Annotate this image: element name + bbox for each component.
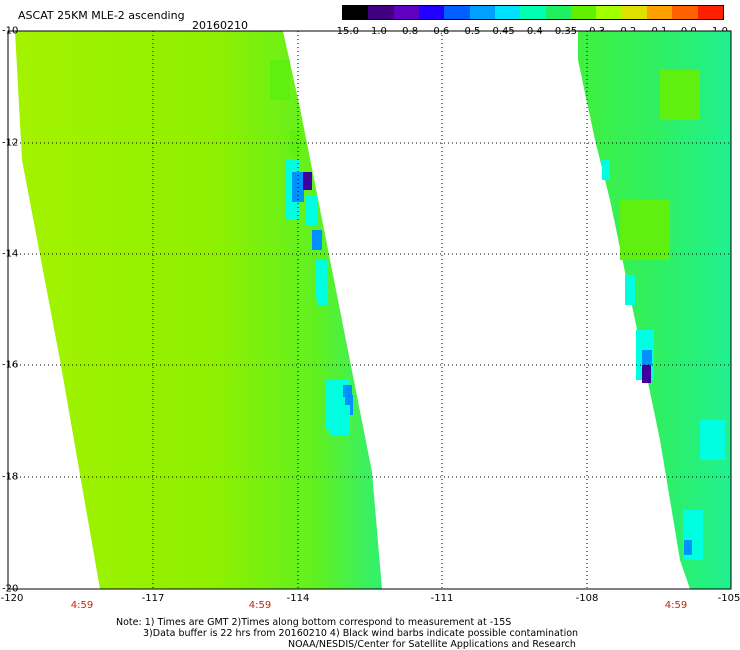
data-patch <box>620 200 670 260</box>
latitude-tick-label: -12 <box>2 137 19 149</box>
data-patch <box>343 385 352 397</box>
product-date: 20160210 <box>192 19 248 32</box>
latitude-tick-label: -14 <box>2 248 19 260</box>
data-patch <box>642 350 652 365</box>
colorbar-swatch <box>520 6 546 19</box>
colorbar <box>342 5 724 20</box>
data-patch <box>684 540 692 555</box>
latitude-tick-label: -18 <box>2 471 19 483</box>
longitude-tick-label: -114 <box>286 593 310 604</box>
latitude-tick-label: -16 <box>2 359 19 371</box>
data-patch <box>625 275 635 305</box>
colorbar-swatch <box>418 6 445 19</box>
colorbar-swatch <box>596 6 622 19</box>
colorbar-swatch <box>393 6 419 19</box>
pass-time-label: 4:59 <box>70 600 94 611</box>
data-patch <box>305 195 317 225</box>
colorbar-swatch <box>646 6 673 19</box>
swath-west <box>15 31 382 589</box>
data-patch <box>330 405 350 435</box>
data-patch <box>270 60 290 100</box>
latitude-tick-label: -20 <box>2 583 19 595</box>
note-line-1: Note: 1) Times are GMT 2)Times along bot… <box>116 617 512 628</box>
map-frame <box>7 30 732 590</box>
data-patch <box>318 285 328 305</box>
colorbar-swatch <box>697 6 723 19</box>
colorbar-swatch <box>494 6 521 19</box>
product-title: ASCAT 25KM MLE-2 ascending <box>18 9 185 22</box>
data-patch <box>642 365 651 383</box>
colorbar-swatch <box>621 6 647 19</box>
colorbar-swatch <box>469 6 495 19</box>
swath-east <box>578 31 731 589</box>
data-patch <box>602 160 610 180</box>
note-line-2: 3)Data buffer is 22 hrs from 20160210 4)… <box>143 628 579 639</box>
colorbar-swatch <box>570 6 597 19</box>
colorbar-swatch <box>672 6 698 19</box>
data-patch <box>660 70 700 120</box>
latitude-tick-label: -10 <box>2 25 19 37</box>
pass-time-label: 4:59 <box>248 600 272 611</box>
longitude-tick-label: -108 <box>575 593 599 604</box>
graticule <box>8 31 731 589</box>
colorbar-swatch <box>368 6 394 19</box>
data-patch <box>303 172 312 190</box>
longitude-tick-label: -111 <box>430 593 454 604</box>
pass-time-label: 4:59 <box>664 600 688 611</box>
longitude-tick-label: -120 <box>0 593 24 604</box>
note-line-3: NOAA/NESDIS/Center for Satellite Applica… <box>288 639 576 650</box>
swath-layer <box>15 31 731 589</box>
longitude-tick-label: -117 <box>141 593 165 604</box>
data-patch <box>312 230 322 250</box>
colorbar-swatch <box>444 6 470 19</box>
colorbar-swatch <box>545 6 571 19</box>
colorbar-swatch <box>343 6 369 19</box>
data-patch <box>700 420 725 460</box>
longitude-tick-label: -105 <box>717 593 740 604</box>
